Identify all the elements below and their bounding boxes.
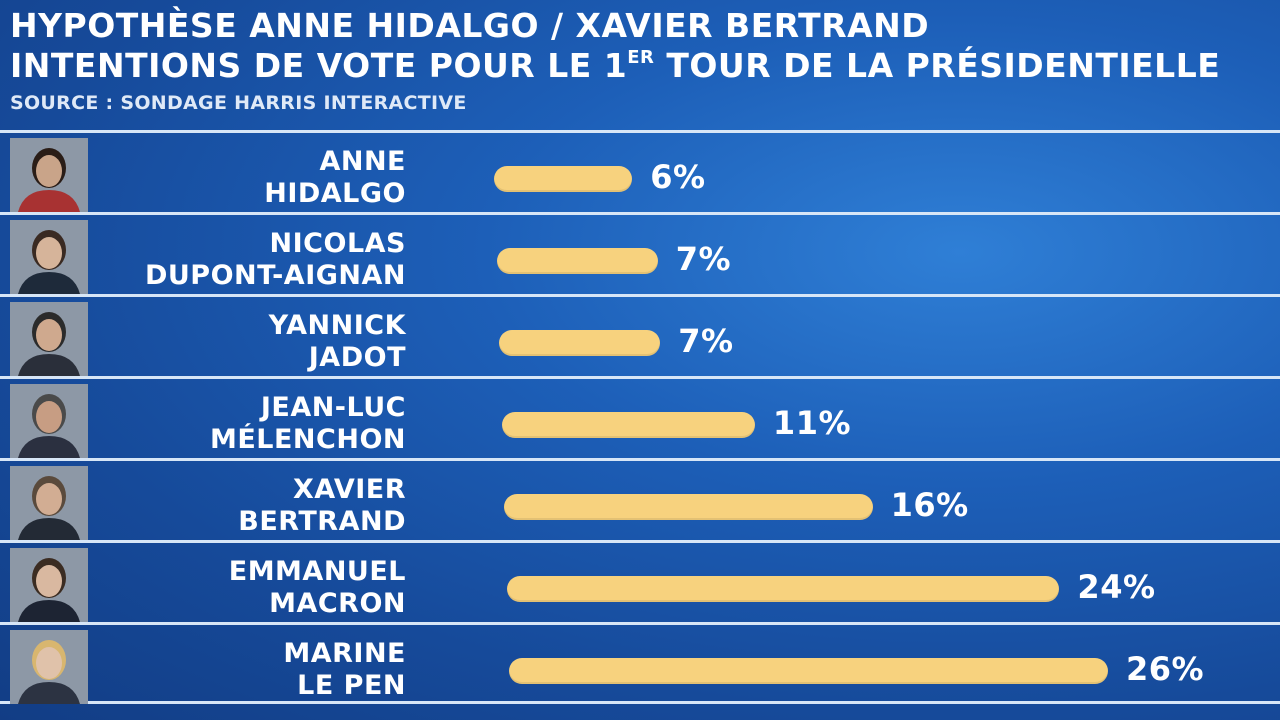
category-label-line: MÉLENCHON [209,424,406,455]
category-label-line: JEAN-LUC [260,392,406,423]
bar [509,658,1108,684]
bar [496,248,658,274]
category-label-line: MARINE [283,638,406,669]
chart-source: SOURCE : SONDAGE HARRIS INTERACTIVE [10,92,467,114]
candidate-portrait [10,302,88,376]
category-label-line: LE PEN [297,670,406,701]
category-label-line: EMMANUEL [228,556,406,587]
chart-row: NICOLAS DUPONT-AIGNAN 7% [0,212,1280,294]
chart-row: XAVIER BERTRAND 16% [0,458,1280,540]
bar [501,412,755,438]
title-line-2-superscript: ER [627,47,655,68]
chart-header: HYPOTHÈSE ANNE HIDALGO / XAVIER BERTRAND… [10,6,1270,114]
bar [494,166,633,192]
category-label: YANNICK JADOT [269,310,406,374]
category-label-line: NICOLAS [269,228,406,259]
candidate-portrait [10,466,88,540]
data-label: 26% [1126,650,1205,688]
category-label: NICOLAS DUPONT-AIGNAN [145,228,406,292]
category-label: JEAN-LUC MÉLENCHON [210,392,406,456]
chart-title-line-1: HYPOTHÈSE ANNE HIDALGO / XAVIER BERTRAND [10,6,930,45]
category-label: EMMANUEL MACRON [229,556,406,620]
chart-title-line-2: INTENTIONS DE VOTE POUR LE 1ER TOUR DE L… [10,46,1270,86]
category-label-line: XAVIER [292,474,406,505]
category-label: MARINE LE PEN [283,638,406,702]
title-line-2-suffix: TOUR DE LA PRÉSIDENTIELLE [654,46,1221,85]
bar [499,330,661,356]
candidate-portrait [10,630,88,704]
category-label: ANNE HIDALGO [264,146,406,210]
title-line-2-prefix: INTENTIONS DE VOTE POUR LE 1 [10,46,628,85]
chart-row: YANNICK JADOT 7% [0,294,1280,376]
chart-row: JEAN-LUC MÉLENCHON 11% [0,376,1280,458]
data-label: 7% [678,322,734,360]
category-label-line: YANNICK [268,310,406,341]
category-label-line: ANNE [319,146,406,177]
data-label: 7% [675,240,732,278]
category-label-line: BERTRAND [238,506,406,537]
data-label: 16% [890,486,969,524]
candidate-portrait [10,548,88,622]
chart-row: EMMANUEL MACRON 24% [0,540,1280,622]
bar [504,494,873,520]
data-label: 6% [650,158,706,196]
chart-row: ANNE HIDALGO 6% [0,130,1280,212]
chart-row: MARINE LE PEN 26% [0,622,1280,704]
candidate-portrait [10,138,88,212]
category-label: XAVIER BERTRAND [238,474,406,538]
candidate-portrait [10,384,88,458]
category-label-line: HIDALGO [264,178,406,209]
category-label-line: DUPONT-AIGNAN [144,260,406,291]
data-label: 24% [1077,568,1156,606]
candidate-portrait [10,220,88,294]
category-label-line: MACRON [269,588,406,619]
bar [506,576,1060,602]
data-label: 11% [772,404,852,442]
category-label-line: JADOT [308,342,406,373]
